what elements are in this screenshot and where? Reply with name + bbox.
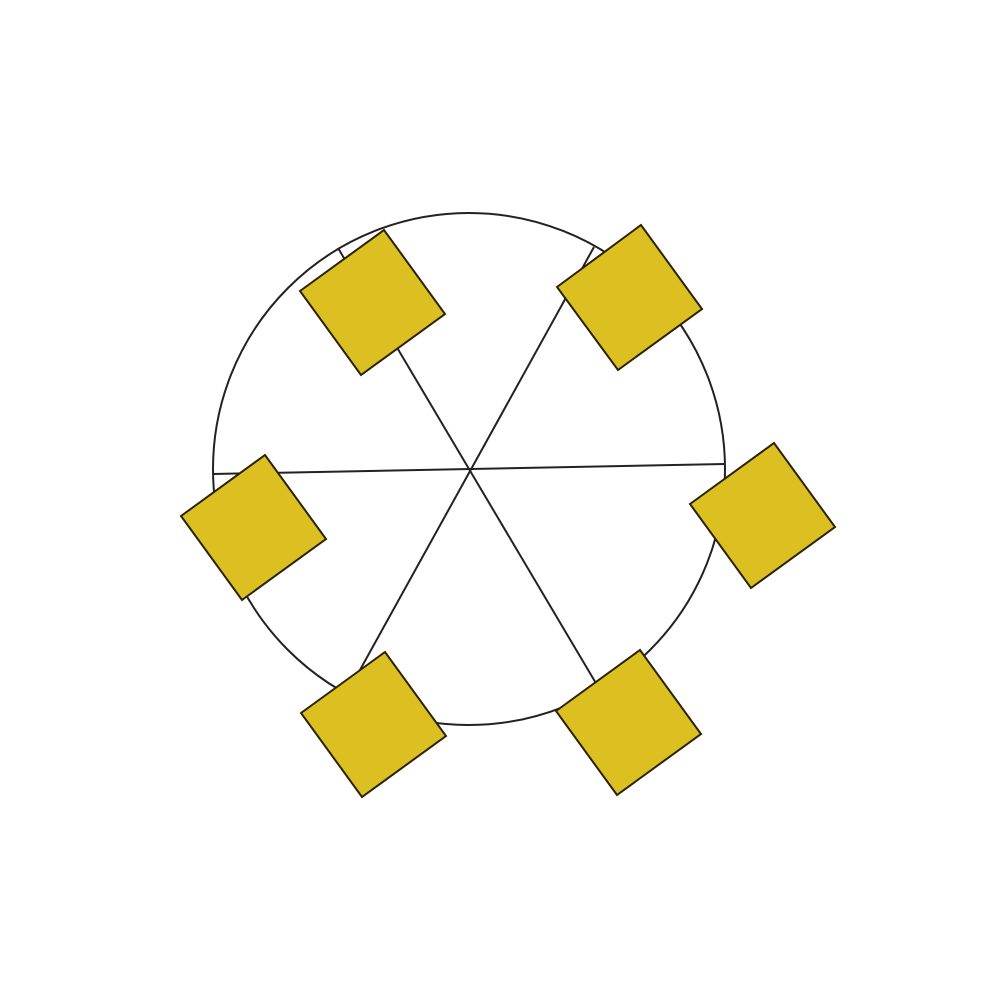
wheel-rim (212, 212, 726, 726)
wheel-spoke-3 (349, 246, 595, 689)
square-5 (299, 650, 448, 799)
square-2 (555, 223, 704, 372)
square-4 (688, 441, 837, 590)
square-3 (179, 453, 328, 602)
square-6 (554, 648, 703, 797)
square-1 (298, 228, 447, 377)
